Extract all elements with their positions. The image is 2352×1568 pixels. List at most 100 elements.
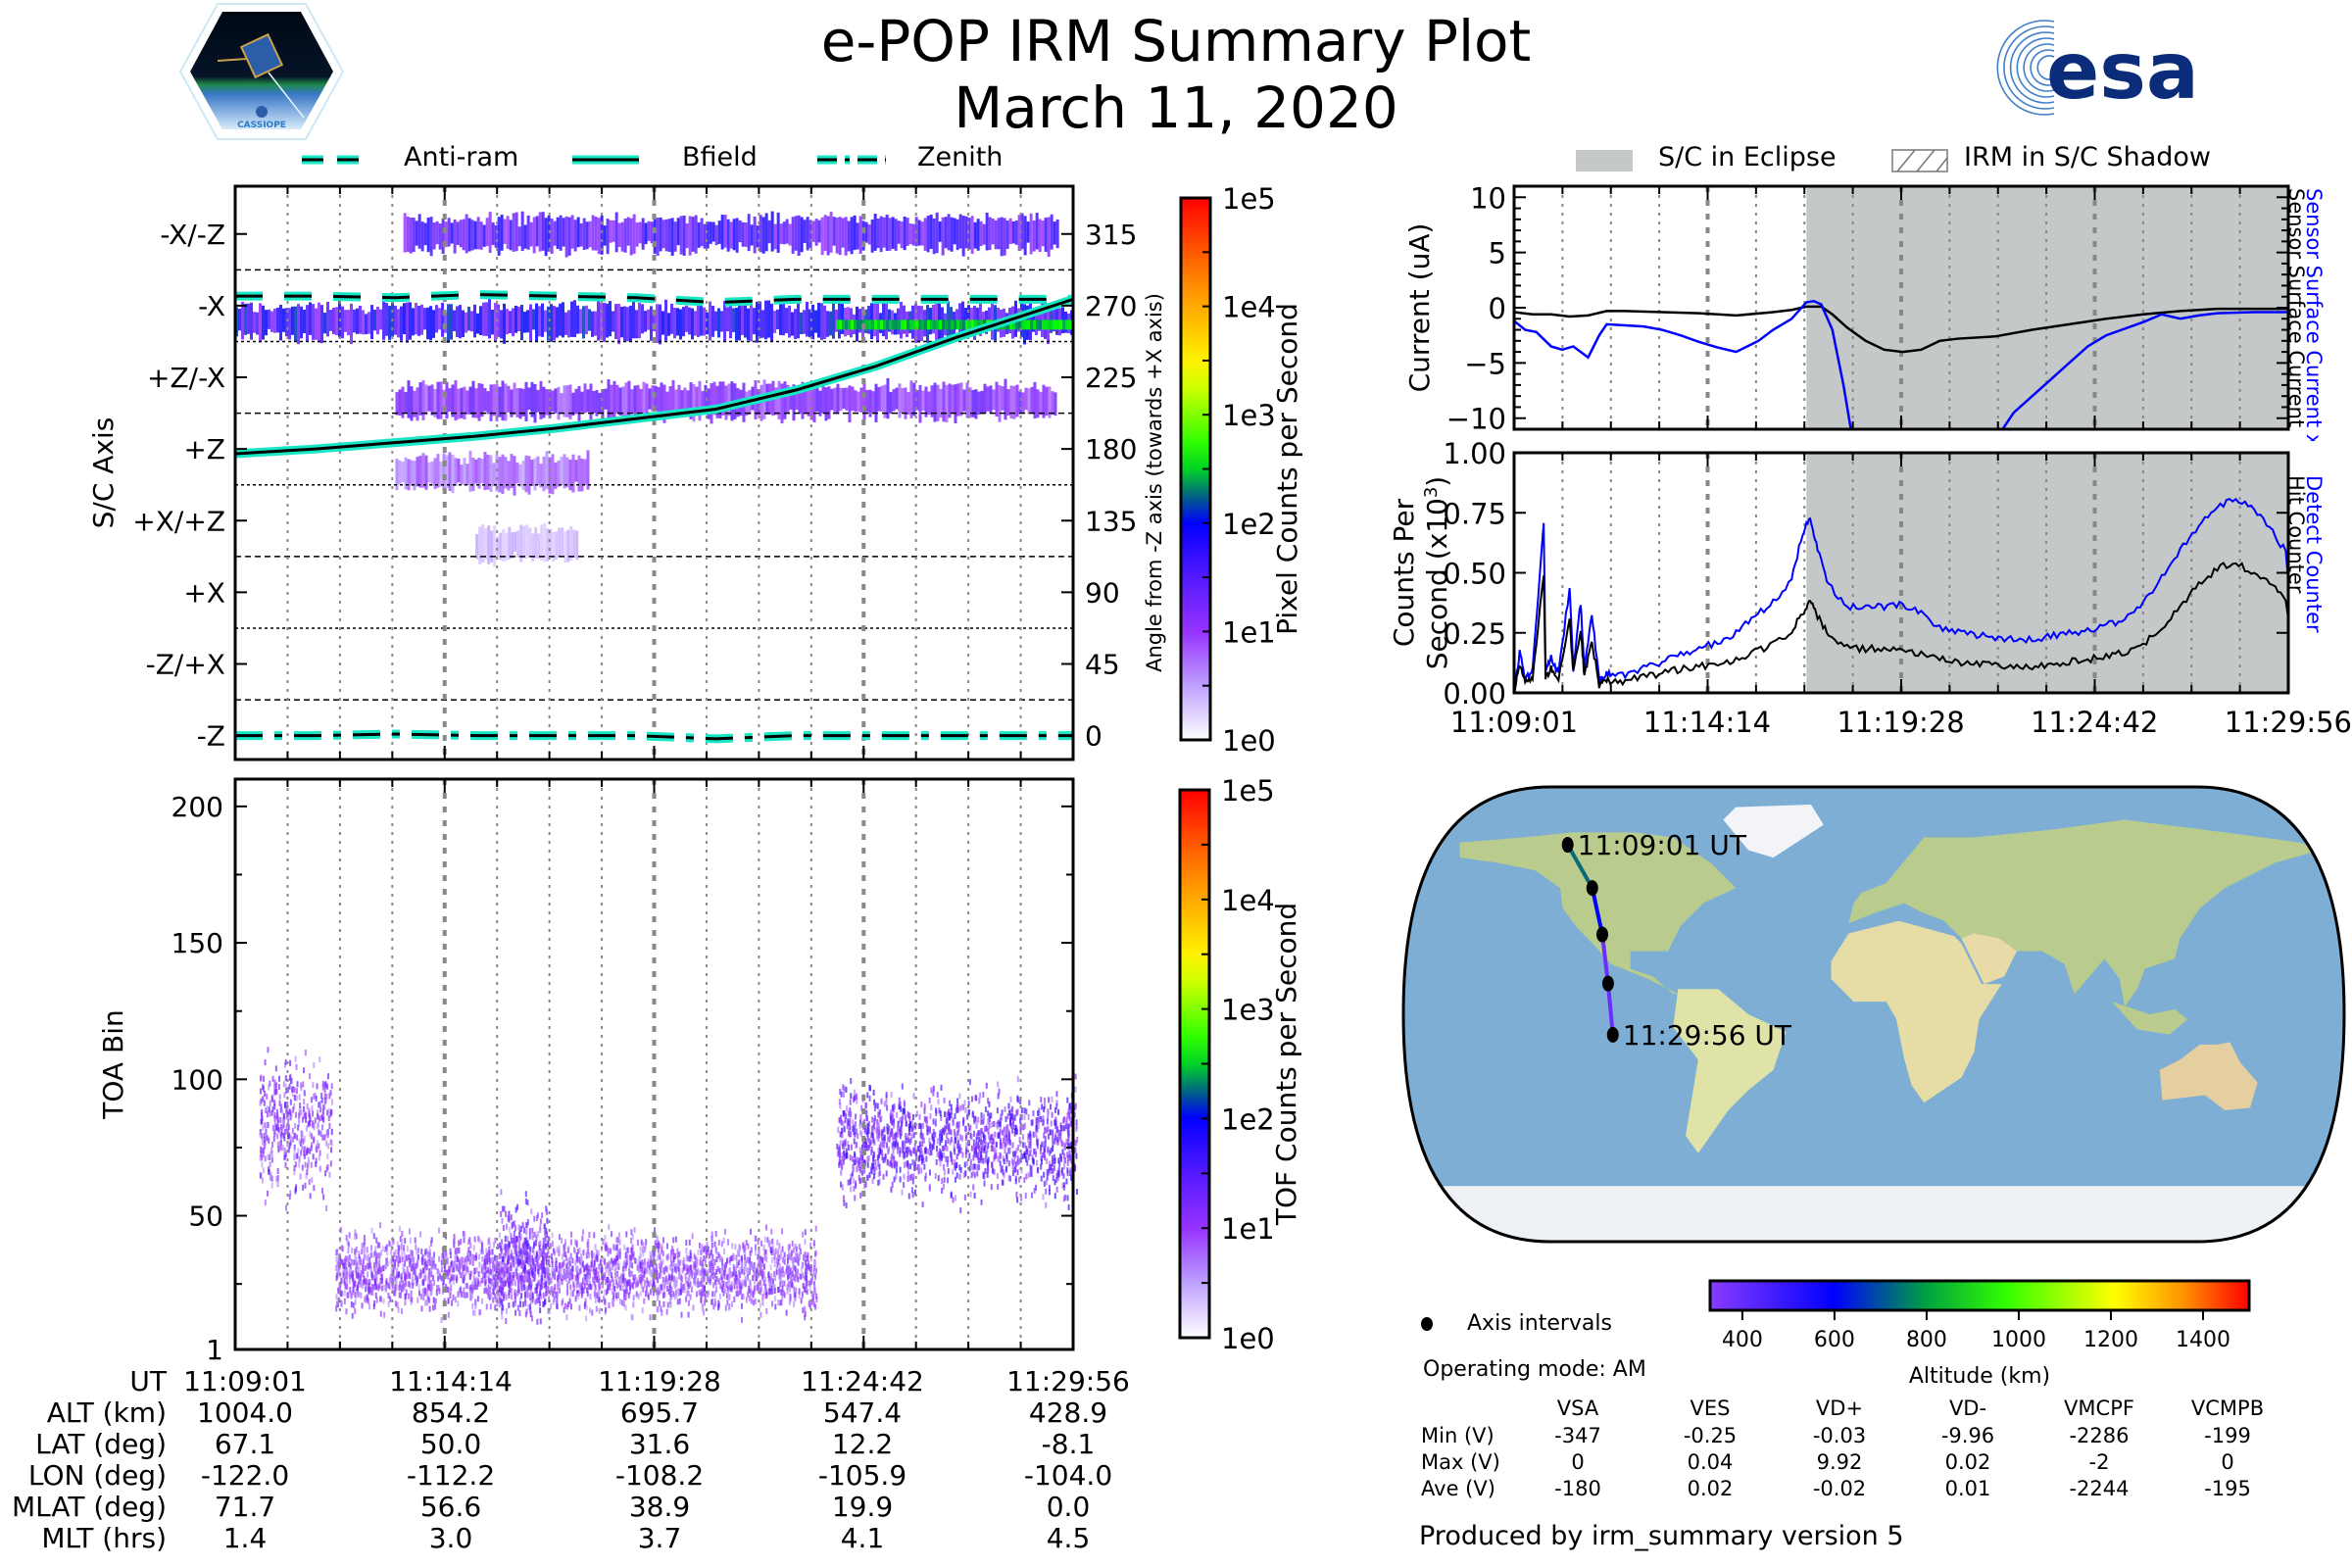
sc-axis-heatmap-cell (689, 382, 693, 419)
sc-axis-heatmap-cell (936, 319, 940, 330)
sc-axis-heatmap-cell (662, 384, 666, 423)
sc-axis-heatmap-cell (398, 389, 402, 416)
toa-heatmap-cell (463, 1287, 466, 1294)
toa-heatmap-cell (507, 1258, 510, 1265)
toa-heatmap-cell (276, 1181, 279, 1188)
sc-axis-heatmap-cell (857, 319, 860, 330)
toa-heatmap-cell (597, 1250, 600, 1256)
toa-heatmap-cell (671, 1267, 674, 1274)
sc-axis-heatmap-cell (1039, 391, 1043, 416)
sc-axis-heatmap-cell (848, 385, 852, 423)
toa-heatmap-cell (815, 1293, 818, 1299)
sc-axis-heatmap-cell (525, 524, 529, 559)
toa-heatmap-cell (635, 1258, 638, 1265)
toa-heatmap-cell (488, 1250, 491, 1256)
sc-axis-heatmap-cell (539, 464, 543, 488)
toa-heatmap-cell (313, 1185, 316, 1192)
sc-axis-heatmap-cell (379, 309, 382, 330)
toa-heatmap-cell (518, 1231, 521, 1238)
toa-heatmap-cell (404, 1275, 407, 1282)
toa-heatmap-cell (515, 1250, 518, 1257)
sc-axis-heatmap-cell (262, 305, 265, 340)
toa-heatmap-cell (316, 1083, 318, 1090)
sc-axis-heatmap-cell (1042, 384, 1046, 418)
toa-heatmap-cell (514, 1258, 517, 1265)
sc-axis-heatmap-cell (839, 319, 843, 330)
sc-axis-label: +Z (183, 433, 225, 466)
toa-heatmap-cell (411, 1278, 414, 1285)
toa-heatmap-cell (503, 1277, 506, 1284)
sc-axis-heatmap-cell (1068, 319, 1072, 330)
toa-heatmap-cell (498, 1293, 501, 1299)
sc-axis-heatmap-cell (567, 217, 571, 256)
sc-axis-heatmap-cell (607, 379, 611, 418)
toa-heatmap-cell (786, 1285, 789, 1292)
toa-heatmap-cell (529, 1311, 532, 1318)
toa-heatmap-cell (294, 1055, 297, 1062)
toa-heatmap-cell (299, 1106, 302, 1113)
toa-heatmap-cell (849, 1131, 852, 1138)
sc-axis-heatmap-cell (874, 383, 878, 422)
toa-heatmap-cell (701, 1259, 704, 1266)
toa-heatmap-cell (486, 1264, 489, 1271)
toa-heatmap-cell (510, 1253, 513, 1260)
sc-axis-heatmap-cell (906, 218, 909, 246)
toa-heatmap-cell (521, 1275, 524, 1282)
sc-axis-heatmap-cell (518, 464, 522, 487)
toa-heatmap-cell (749, 1262, 752, 1269)
toa-heatmap-cell (484, 1272, 487, 1279)
toa-heatmap-cell (460, 1256, 463, 1263)
toa-heatmap-cell (294, 1111, 297, 1118)
toa-heatmap-cell (1068, 1143, 1071, 1150)
toa-heatmap-cell (570, 1303, 573, 1310)
sc-axis-heatmap-cell (807, 390, 810, 416)
sc-axis-heatmap-cell (836, 319, 840, 330)
toa-heatmap-cell (403, 1268, 406, 1275)
toa-heatmap-cell (718, 1267, 721, 1274)
toa-heatmap-cell (621, 1266, 624, 1273)
toa-heatmap-cell (578, 1268, 581, 1275)
toa-heatmap-cell (695, 1281, 698, 1288)
toa-heatmap-cell (686, 1281, 689, 1288)
toa-heatmap-cell (493, 1254, 496, 1261)
toa-heatmap-cell (979, 1134, 982, 1141)
toa-heatmap-cell (447, 1273, 450, 1280)
toa-heatmap-cell (657, 1287, 660, 1294)
toa-heatmap-cell (643, 1271, 646, 1278)
toa-heatmap-cell (736, 1278, 739, 1285)
toa-heatmap-cell (452, 1295, 455, 1301)
sc-axis-heatmap-cell (600, 215, 604, 255)
toa-heatmap-cell (350, 1293, 353, 1299)
toa-heatmap-cell (670, 1274, 673, 1281)
sc-axis-heatmap-cell (901, 388, 905, 414)
toa-heatmap-cell (800, 1248, 803, 1254)
sc-axis-heatmap-cell (753, 216, 757, 254)
toa-heatmap-cell (627, 1292, 630, 1298)
toa-heatmap-cell (297, 1120, 300, 1127)
toa-heatmap-cell (344, 1283, 347, 1290)
sc-axis-heatmap-cell (720, 215, 724, 250)
toa-heatmap-cell (999, 1152, 1002, 1158)
toa-heatmap-cell (288, 1194, 291, 1200)
sc-axis-heatmap-cell (534, 526, 538, 559)
toa-heatmap-cell (317, 1109, 319, 1116)
toa-heatmap-cell (991, 1141, 994, 1148)
toa-heatmap-cell (495, 1265, 498, 1272)
sc-axis-heatmap-cell (841, 218, 845, 248)
toa-heatmap-cell (629, 1270, 632, 1277)
toa-heatmap-cell (1029, 1150, 1032, 1156)
sc-axis-heatmap-cell (729, 302, 732, 339)
toa-heatmap-cell (482, 1276, 485, 1283)
toa-heatmap-cell (757, 1239, 760, 1246)
toa-heatmap-cell (399, 1225, 402, 1232)
toa-heatmap-cell (540, 1250, 543, 1257)
toa-heatmap-cell (759, 1262, 761, 1269)
toa-heatmap-cell (320, 1114, 323, 1121)
toa-heatmap-cell (863, 1167, 866, 1174)
sc-axis-heatmap-cell (569, 526, 573, 561)
sc-axis-heatmap-cell (291, 306, 294, 335)
toa-heatmap-cell (936, 1151, 939, 1157)
sc-axis-heatmap-cell (561, 527, 564, 557)
sc-axis-heatmap-cell (985, 213, 989, 251)
toa-heatmap-cell (410, 1264, 413, 1271)
